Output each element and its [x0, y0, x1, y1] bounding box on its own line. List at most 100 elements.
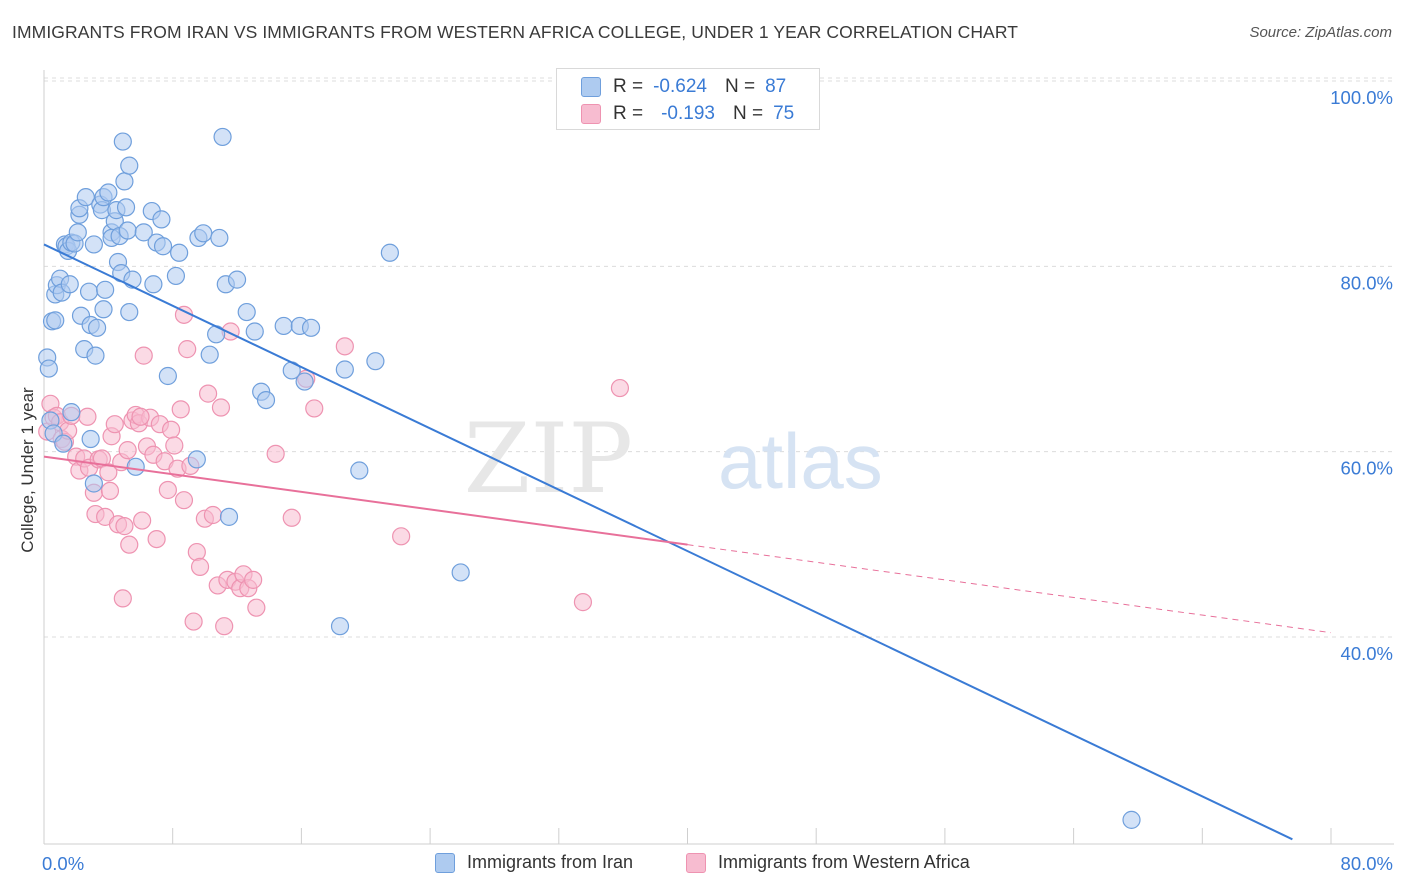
- r-label: R =: [613, 103, 644, 124]
- gridlines: [44, 77, 1394, 638]
- data-point-iran: [86, 346, 105, 365]
- r-value: -0.624: [653, 76, 707, 97]
- data-point-iran: [54, 434, 73, 453]
- watermark-atlas: atlas: [718, 417, 883, 505]
- data-point-western-africa: [174, 491, 194, 510]
- data-point-western-africa: [147, 529, 166, 549]
- data-point-western-africa: [115, 517, 134, 536]
- data-point-iran: [451, 563, 470, 582]
- data-point-western-africa: [133, 511, 152, 530]
- data-point-western-africa: [100, 481, 120, 501]
- data-point-iran: [96, 280, 115, 299]
- n-label: N =: [732, 103, 764, 124]
- chart-title: IMMIGRANTS FROM IRAN VS IMMIGRANTS FROM …: [12, 22, 1019, 42]
- series-western-africa-points: [38, 305, 630, 636]
- data-point-iran: [46, 311, 65, 330]
- y-tick-label: 100.0%: [1330, 87, 1393, 108]
- data-point-western-africa: [105, 415, 124, 434]
- data-point-iran: [87, 318, 107, 337]
- data-point-western-africa: [335, 337, 354, 356]
- data-point-iran: [144, 275, 163, 294]
- data-point-iran: [76, 188, 95, 207]
- data-point-iran: [115, 172, 134, 191]
- data-point-western-africa: [211, 398, 231, 417]
- data-point-western-africa: [610, 378, 630, 398]
- data-point-western-africa: [118, 441, 137, 460]
- trend-line-western-africa-extension: [687, 544, 1332, 634]
- data-point-iran: [39, 359, 58, 378]
- y-tick-label: 40.0%: [1341, 643, 1393, 664]
- data-point-western-africa: [184, 612, 203, 631]
- legend-label-western-africa: Immigrants from Western Africa: [718, 852, 970, 872]
- data-point-iran: [81, 429, 100, 449]
- tick-labels: 40.0% 60.0% 80.0% 100.0% 0.0% 80.0%: [42, 87, 1393, 874]
- data-point-iran: [366, 352, 385, 371]
- trend-line-western-africa: [43, 455, 688, 546]
- data-point-iran: [120, 156, 139, 175]
- data-point-iran: [79, 282, 99, 301]
- data-point-iran: [194, 224, 213, 243]
- data-point-iran: [166, 266, 186, 286]
- data-point-iran: [158, 366, 177, 386]
- legend-label-iran: Immigrants from Iran: [467, 852, 634, 872]
- data-point-western-africa: [134, 346, 153, 365]
- data-point-iran: [295, 372, 314, 391]
- x-tick-label: 80.0%: [1341, 853, 1393, 874]
- data-point-iran: [126, 457, 145, 476]
- data-point-western-africa: [131, 407, 150, 426]
- data-point-iran: [274, 316, 293, 336]
- n-label: N =: [724, 76, 756, 97]
- data-point-western-africa: [190, 557, 210, 576]
- data-point-iran: [84, 474, 103, 493]
- data-point-western-africa: [78, 407, 97, 426]
- y-tick-label: 60.0%: [1341, 458, 1393, 479]
- data-point-western-africa: [178, 340, 197, 359]
- data-point-iran: [301, 318, 321, 337]
- data-point-iran: [153, 237, 173, 256]
- watermark-zip: ZIP: [464, 403, 633, 515]
- r-label: R =: [613, 76, 644, 97]
- data-point-iran: [219, 507, 239, 526]
- legend-swatch-western-africa: [686, 852, 706, 873]
- data-point-western-africa: [165, 436, 184, 455]
- data-point-iran: [213, 127, 232, 147]
- legend-item-western-africa: Immigrants from Western Africa: [686, 852, 970, 873]
- data-point-iran: [187, 450, 206, 469]
- data-point-iran: [120, 302, 139, 322]
- data-point-iran: [118, 221, 137, 240]
- data-point-iran: [94, 300, 113, 319]
- data-point-iran: [68, 223, 87, 242]
- data-point-iran: [170, 243, 189, 262]
- data-point-western-africa: [187, 542, 206, 562]
- iran-swatch: [581, 77, 601, 97]
- data-point-iran: [210, 228, 229, 248]
- western-africa-swatch: [581, 104, 601, 124]
- data-point-iran: [84, 235, 103, 254]
- stats-row-iran: R = -0.624 N = 87: [581, 75, 786, 99]
- data-point-western-africa: [392, 527, 411, 546]
- data-point-western-africa: [305, 399, 324, 418]
- data-point-iran: [227, 270, 247, 289]
- data-point-western-africa: [247, 598, 266, 617]
- data-point-iran: [200, 345, 219, 364]
- watermark: ZIP atlas: [464, 403, 883, 515]
- data-point-western-africa: [161, 420, 181, 439]
- data-point-iran: [152, 210, 171, 229]
- data-point-iran: [1122, 810, 1141, 829]
- data-point-western-africa: [244, 570, 263, 589]
- source-credit: Source: ZipAtlas.com: [1249, 24, 1392, 41]
- n-value: 87: [765, 76, 787, 97]
- x-tick-label: 0.0%: [42, 853, 84, 874]
- data-point-western-africa: [215, 617, 234, 636]
- data-point-iran: [113, 132, 132, 151]
- data-point-western-africa: [158, 480, 177, 500]
- data-point-western-africa: [99, 463, 118, 482]
- data-point-iran: [380, 243, 399, 262]
- data-point-western-africa: [198, 384, 218, 403]
- y-tick-label: 80.0%: [1341, 272, 1393, 293]
- data-point-western-africa: [171, 400, 190, 419]
- data-point-iran: [116, 198, 136, 217]
- data-point-iran: [350, 461, 369, 480]
- legend-swatch-iran: [435, 852, 455, 873]
